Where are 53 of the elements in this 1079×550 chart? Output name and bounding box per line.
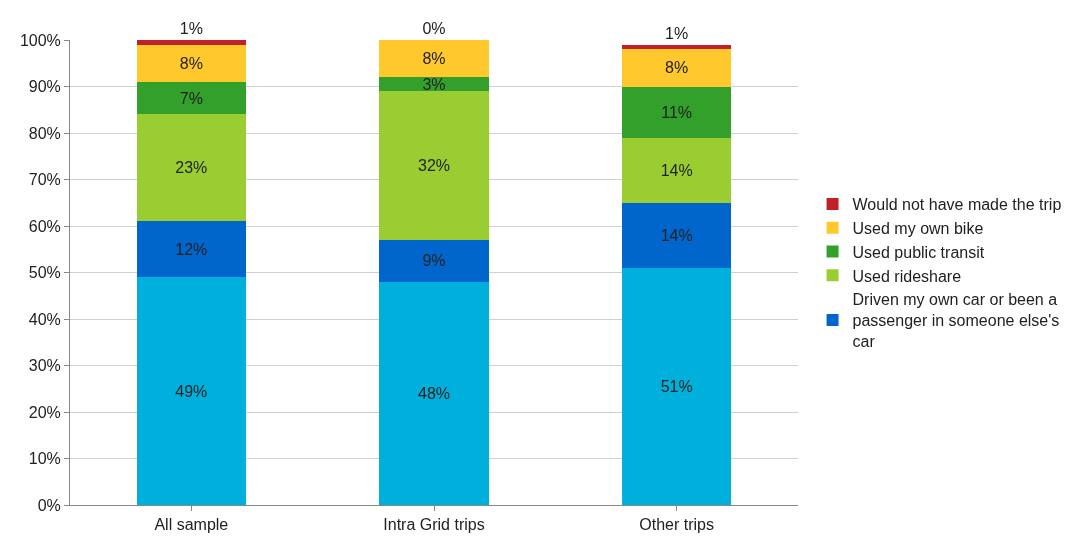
data-label: 0% — [422, 20, 446, 37]
y-tick-label: 60% — [28, 217, 61, 235]
bar — [136, 40, 246, 45]
y-tick-label: 90% — [28, 78, 61, 96]
legend-label: Driven my own car or been a passenger in someone else's car — [852, 291, 1060, 350]
x-tick-label: All sample — [154, 516, 229, 534]
legend-label: Used public transit — [852, 243, 985, 261]
bar — [622, 86, 732, 138]
x-tick-label: Other trips — [639, 516, 715, 534]
y-tick-label: 70% — [28, 171, 61, 189]
bar — [136, 81, 246, 115]
data-label: 8% — [422, 50, 446, 68]
bar — [622, 267, 732, 505]
x-tick-label: Intra Grid trips — [383, 516, 485, 534]
bar — [379, 77, 489, 92]
data-label: 32% — [417, 157, 451, 175]
data-label: 11% — [661, 103, 693, 121]
data-label: 8% — [179, 54, 203, 72]
data-label: 9% — [422, 252, 446, 270]
y-tick-label: 30% — [28, 357, 61, 375]
bar — [622, 137, 732, 203]
data-label: 7% — [179, 89, 203, 107]
bar — [136, 221, 246, 278]
data-label: 14% — [660, 226, 693, 244]
bar — [379, 40, 489, 78]
data-label: 14% — [660, 161, 693, 179]
data-label: 51% — [660, 377, 693, 395]
y-tick-label: 0% — [37, 496, 61, 514]
data-label: 8% — [665, 59, 689, 77]
data-label: 3% — [422, 75, 446, 93]
bar — [136, 114, 246, 222]
bar — [379, 281, 489, 505]
y-tick-label: 100% — [19, 31, 61, 49]
bar — [136, 277, 246, 505]
data-label: 23% — [175, 159, 208, 177]
bar — [136, 44, 246, 82]
data-label: 49% — [175, 382, 208, 400]
legend-label: Used rideshare — [852, 267, 962, 285]
data-label: 1% — [179, 20, 203, 37]
bar — [622, 49, 732, 87]
y-tick-label: 50% — [28, 264, 61, 282]
data-label: 12% — [175, 240, 208, 258]
bar — [379, 239, 489, 282]
legend-label: Used my own bike — [852, 219, 984, 237]
bar — [379, 91, 489, 240]
data-label: 1% — [665, 24, 689, 42]
y-tick-label: 80% — [28, 124, 61, 142]
y-tick-label: 10% — [28, 450, 61, 468]
legend-label: Would not have made the trip — [852, 196, 1062, 214]
data-label: 48% — [417, 384, 451, 402]
y-tick-label: 20% — [28, 403, 61, 421]
y-tick-label: 40% — [28, 310, 61, 328]
bar — [622, 202, 732, 268]
